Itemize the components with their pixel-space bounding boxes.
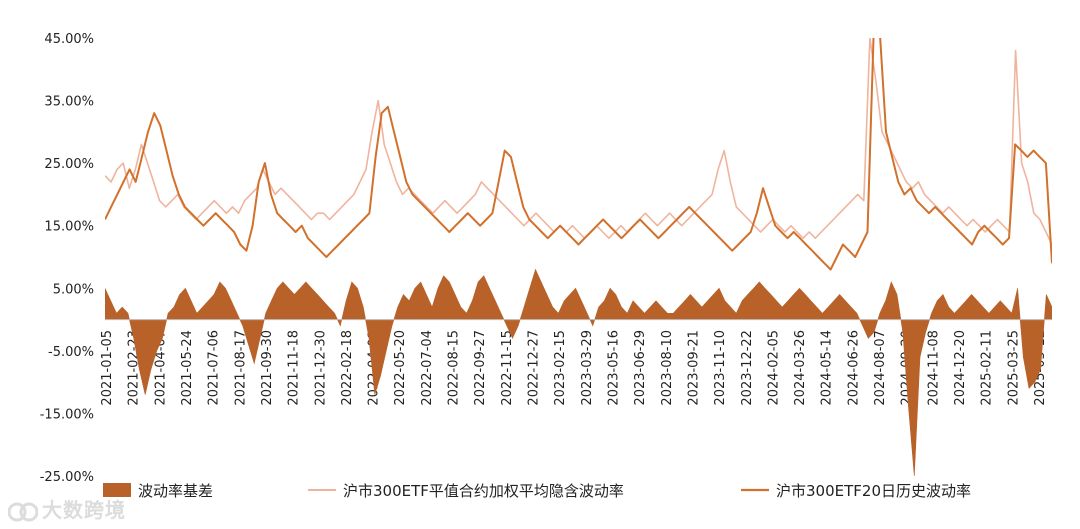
- series-basis-area: [105, 268, 1052, 476]
- x-tick-label: 2021-11-18: [287, 330, 302, 406]
- x-tick-label: 2022-02-18: [340, 330, 355, 406]
- x-tick-label: 2025-02-11: [980, 330, 995, 406]
- dsk-logo-icon: [8, 502, 38, 521]
- x-tick-label: 2024-06-26: [846, 330, 861, 406]
- y-tick-label: 15.00%: [44, 220, 94, 235]
- y-tick-label: 5.00%: [53, 282, 94, 297]
- x-tick-label: 2024-02-05: [766, 330, 781, 406]
- legend-label: 波动率基差: [138, 482, 213, 500]
- x-tick-label: 2023-12-22: [740, 330, 755, 406]
- legend-label: 沪市300ETF20日历史波动率: [776, 482, 971, 500]
- x-tick-label: 2023-06-29: [633, 330, 648, 406]
- series-iv-line: [105, 38, 1052, 245]
- y-tick-label: 45.00%: [44, 32, 94, 47]
- x-tick-label: 2021-08-17: [233, 330, 248, 406]
- x-tick-label: 2024-11-08: [926, 330, 941, 406]
- x-tick-label: 2022-12-27: [527, 330, 542, 406]
- plot-area: [105, 38, 1052, 476]
- x-tick-label: 2022-08-15: [447, 330, 462, 406]
- x-tick-label: 2021-05-24: [180, 330, 195, 406]
- x-tick-label: 2023-09-21: [687, 330, 702, 406]
- y-axis: 45.00% 35.00% 25.00% 15.00% 5.00% -5.00% -15.0…: [40, 32, 94, 485]
- series-hv-line: [105, 38, 1052, 271]
- x-tick-label: 2022-07-04: [420, 330, 435, 406]
- legend-swatch-basis: [103, 483, 131, 497]
- y-tick-label: 35.00%: [44, 95, 94, 110]
- x-axis: 2021-01-05 2021-02-23 2021-04-07 2021-05-24…: [100, 330, 1048, 406]
- x-tick-label: 2023-11-10: [713, 330, 728, 406]
- x-tick-label: 2021-09-30: [260, 330, 275, 406]
- y-tick-label: -25.00%: [40, 470, 94, 485]
- watermark-text: 大数跨境: [42, 498, 126, 522]
- watermark: 大数跨境: [8, 494, 126, 523]
- y-tick-label: 25.00%: [44, 157, 94, 172]
- x-tick-label: 2022-09-27: [473, 330, 488, 406]
- x-tick-label: 2023-03-29: [580, 330, 595, 406]
- legend-label: 沪市300ETF平值合约加权平均隐含波动率: [343, 482, 624, 500]
- y-tick-label: -15.00%: [40, 407, 94, 422]
- x-tick-label: 2024-12-20: [953, 330, 968, 406]
- y-tick-label: -5.00%: [48, 345, 94, 360]
- x-tick-label: 2021-07-06: [207, 330, 222, 406]
- x-tick-label: 2023-02-15: [553, 330, 568, 406]
- x-tick-label: 2025-03-25: [1006, 330, 1021, 406]
- x-tick-label: 2022-11-15: [500, 330, 515, 406]
- x-tick-label: 2024-05-14: [820, 330, 835, 406]
- x-tick-label: 2021-01-05: [100, 330, 115, 406]
- x-tick-label: 2023-05-16: [607, 330, 622, 406]
- legend: 波动率基差 沪市300ETF平值合约加权平均隐含波动率 沪市300ETF20日历史波…: [103, 482, 971, 500]
- x-tick-label: 2023-08-10: [660, 330, 675, 406]
- x-tick-label: 2024-03-26: [793, 330, 808, 406]
- x-tick-label: 2022-05-20: [393, 330, 408, 406]
- x-tick-label: 2021-12-30: [313, 330, 328, 406]
- x-tick-label: 2024-08-07: [873, 330, 888, 406]
